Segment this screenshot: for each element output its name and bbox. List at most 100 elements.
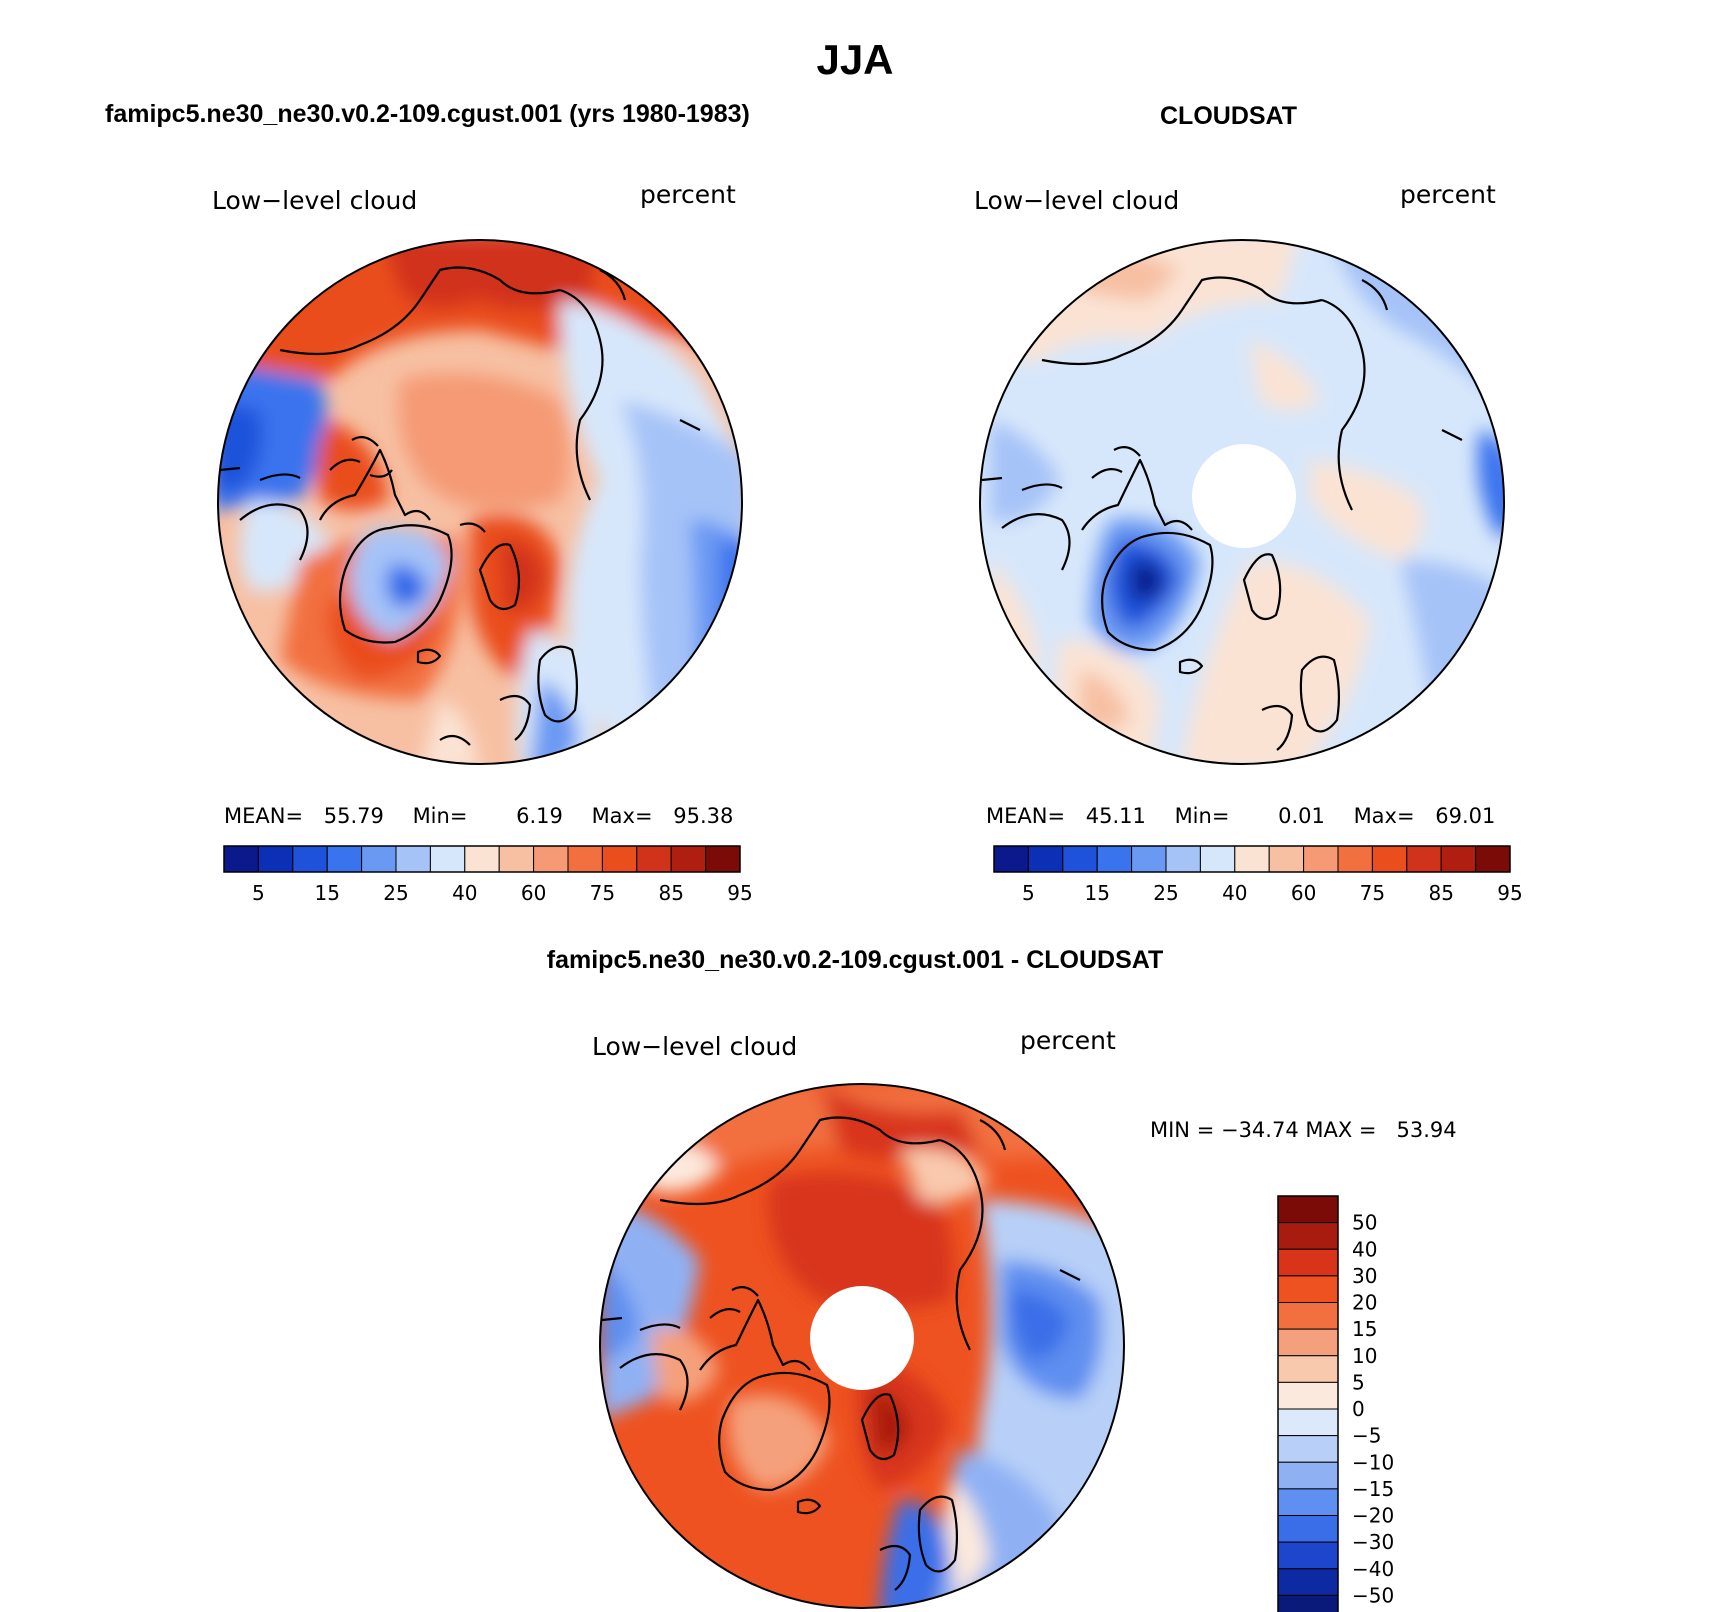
model-polar-map bbox=[217, 239, 743, 765]
diff-polar-map bbox=[599, 1083, 1125, 1609]
obs-colorbar-tick-label: 15 bbox=[1084, 881, 1109, 905]
diff-units-label: percent bbox=[1020, 1026, 1116, 1055]
model-colorbar-swatch bbox=[601, 845, 638, 873]
model-colorbar-swatch bbox=[361, 845, 397, 873]
obs-max-value: 69.01 bbox=[1435, 804, 1496, 828]
model-panel-header: famipc5.ne30_ne30.v0.2-109.cgust.001 (yr… bbox=[105, 100, 750, 128]
obs-units-label: percent bbox=[1400, 180, 1496, 209]
diff-colorbar-swatch bbox=[1277, 1461, 1339, 1490]
diff-colorbar-swatch bbox=[1277, 1488, 1339, 1516]
obs-min-value: 0.01 bbox=[1278, 804, 1325, 828]
model-colorbar-tick-label: 40 bbox=[452, 881, 477, 905]
model-colorbar-tick-label: 85 bbox=[658, 881, 683, 905]
obs-colorbar-swatch bbox=[1096, 845, 1133, 873]
model-units-label: percent bbox=[640, 180, 736, 209]
obs-colorbar-swatch bbox=[1475, 845, 1511, 873]
model-colorbar-swatch bbox=[533, 845, 569, 873]
obs-colorbar-swatch bbox=[993, 845, 1029, 873]
diff-colorbar-swatch bbox=[1277, 1594, 1339, 1612]
model-colorbar-tick-label: 60 bbox=[521, 881, 546, 905]
diff-colorbar-tick-label: −40 bbox=[1352, 1557, 1394, 1581]
model-min-label: Min= bbox=[412, 804, 468, 828]
diff-colorbar-swatch bbox=[1277, 1355, 1339, 1383]
diff-colorbar-swatch bbox=[1277, 1275, 1339, 1303]
model-colorbar-swatch bbox=[429, 845, 466, 873]
diff-colorbar-frame bbox=[1277, 1195, 1339, 1612]
obs-colorbar-tick-label: 75 bbox=[1360, 881, 1385, 905]
model-colorbar-tick-label: 5 bbox=[252, 881, 265, 905]
model-colorbar-tick-label: 25 bbox=[383, 881, 408, 905]
diff-colorbar-swatch bbox=[1277, 1568, 1339, 1596]
diff-colorbar-swatch bbox=[1277, 1222, 1339, 1250]
diff-colorbar-tick-label: 10 bbox=[1352, 1344, 1377, 1368]
diff-colorbar-tick-label: −5 bbox=[1352, 1424, 1381, 1448]
obs-panel-header: CLOUDSAT bbox=[1160, 102, 1298, 130]
diff-colorbar-swatch bbox=[1277, 1435, 1339, 1463]
obs-mean-label: MEAN= bbox=[986, 804, 1066, 828]
model-colorbar: 5 15 25 40 60 75 85 95 bbox=[223, 845, 753, 905]
diff-colorbar-tick-label: −30 bbox=[1352, 1530, 1394, 1554]
diff-colorbar-tick-label: 50 bbox=[1352, 1211, 1377, 1235]
model-colorbar-swatch bbox=[670, 845, 707, 873]
model-colorbar-swatch bbox=[567, 845, 603, 873]
diff-colorbar-tick-label: −10 bbox=[1352, 1450, 1394, 1474]
diff-colorbar-swatch bbox=[1277, 1515, 1339, 1543]
diff-colorbar-swatch bbox=[1277, 1195, 1339, 1224]
obs-max-label: Max= bbox=[1353, 804, 1415, 828]
diff-colorbar-swatch bbox=[1277, 1302, 1339, 1330]
obs-colorbar-swatch bbox=[1234, 845, 1270, 873]
diff-colorbar-tick-label: −20 bbox=[1352, 1504, 1394, 1528]
model-colorbar-swatch bbox=[292, 845, 328, 873]
obs-colorbar-tick-label: 85 bbox=[1428, 881, 1453, 905]
diff-colorbar-tick-label: −50 bbox=[1352, 1583, 1394, 1607]
obs-colorbar-swatch bbox=[1303, 845, 1339, 873]
diff-panel-header: famipc5.ne30_ne30.v0.2-109.cgust.001 - C… bbox=[546, 946, 1164, 974]
obs-variable-label: Low−level cloud bbox=[974, 186, 1180, 215]
model-colorbar-tick-label: 75 bbox=[590, 881, 615, 905]
model-colorbar-tick-label: 15 bbox=[314, 881, 339, 905]
diff-colorbar-tick-label: 0 bbox=[1352, 1397, 1365, 1421]
diff-colorbar-swatch bbox=[1277, 1328, 1339, 1357]
obs-colorbar-swatch bbox=[1371, 845, 1408, 873]
diff-colorbar-swatch bbox=[1277, 1541, 1339, 1570]
obs-colorbar-swatch bbox=[1199, 845, 1236, 873]
model-mean-value: 55.79 bbox=[323, 804, 384, 828]
model-colorbar-swatch bbox=[395, 845, 431, 873]
obs-stats: MEAN= 45.11 Min= 0.01 Max= 69.01 bbox=[986, 804, 1495, 828]
diff-colorbar-tick-label: 20 bbox=[1352, 1291, 1377, 1315]
model-min-value: 6.19 bbox=[516, 804, 563, 828]
diff-colorbar-swatch bbox=[1277, 1381, 1339, 1410]
diff-colorbar-tick-label: 5 bbox=[1352, 1370, 1365, 1394]
model-colorbar-swatch bbox=[257, 845, 294, 873]
diff-variable-label: Low−level cloud bbox=[592, 1032, 798, 1061]
model-variable-label: Low−level cloud bbox=[212, 186, 418, 215]
obs-colorbar-tick-label: 5 bbox=[1022, 881, 1035, 905]
obs-min-label: Min= bbox=[1174, 804, 1230, 828]
model-colorbar-swatch bbox=[636, 845, 672, 873]
model-colorbar-swatch bbox=[223, 845, 259, 873]
obs-colorbar-swatch bbox=[1440, 845, 1477, 873]
diff-colorbar-swatch bbox=[1277, 1248, 1339, 1277]
model-stats: MEAN= 55.79 Min= 6.19 Max= 95.38 bbox=[224, 804, 733, 828]
model-max-value: 95.38 bbox=[673, 804, 734, 828]
page-title: JJA bbox=[816, 36, 894, 83]
model-colorbar-frame bbox=[223, 845, 741, 873]
obs-colorbar-swatch bbox=[1027, 845, 1064, 873]
model-mean-label: MEAN= bbox=[224, 804, 304, 828]
obs-colorbar-tick-label: 25 bbox=[1153, 881, 1178, 905]
obs-colorbar-tick-label: 40 bbox=[1222, 881, 1247, 905]
obs-colorbar-swatch bbox=[1406, 845, 1442, 873]
diff-colorbar-tick-label: 30 bbox=[1352, 1264, 1377, 1288]
model-colorbar-swatch bbox=[498, 845, 535, 873]
obs-colorbar-tick-label: 60 bbox=[1291, 881, 1316, 905]
obs-colorbar-frame bbox=[993, 845, 1511, 873]
model-colorbar-swatch bbox=[464, 845, 500, 873]
obs-polar-map bbox=[979, 239, 1505, 765]
obs-mean-value: 45.11 bbox=[1085, 804, 1146, 828]
obs-colorbar-swatch bbox=[1165, 845, 1201, 873]
model-colorbar-swatch bbox=[705, 845, 741, 873]
diff-colorbar-tick-label: 40 bbox=[1352, 1237, 1377, 1261]
obs-colorbar-swatch bbox=[1337, 845, 1373, 873]
model-colorbar-swatch bbox=[326, 845, 363, 873]
